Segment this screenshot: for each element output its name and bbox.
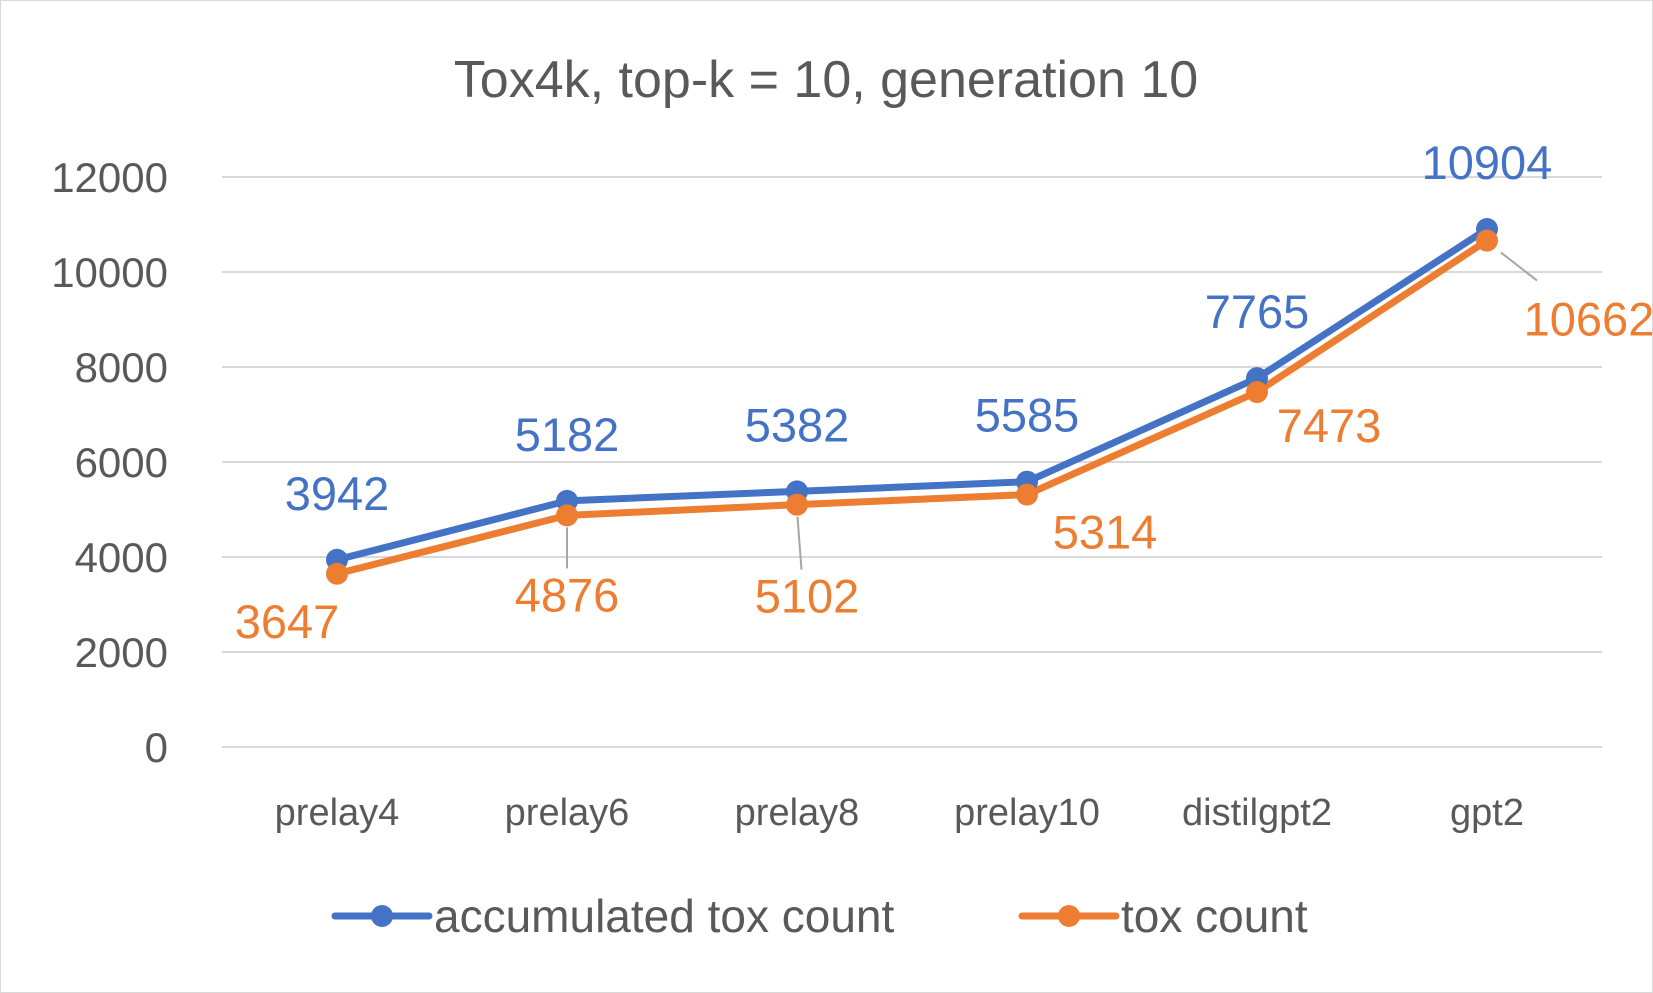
label-leader-lines — [566, 251, 1538, 570]
data-label: 5314 — [1053, 506, 1158, 559]
data-point — [1016, 483, 1038, 506]
data-point — [326, 562, 348, 585]
legend: accumulated tox count tox count — [331, 890, 1308, 942]
data-label: 5102 — [755, 570, 860, 623]
data-point — [556, 504, 578, 527]
data-label: 3647 — [235, 595, 340, 648]
x-tick-label: distilgpt2 — [1182, 792, 1332, 834]
x-tick-label: prelay6 — [505, 792, 630, 834]
legend-label: accumulated tox count — [434, 890, 894, 942]
data-label: 4876 — [515, 568, 620, 621]
data-label: 10904 — [1422, 136, 1553, 189]
data-label: 5382 — [745, 398, 850, 451]
series-lines — [333, 225, 1491, 578]
x-tick-label: prelay10 — [954, 792, 1100, 834]
data-point — [1476, 229, 1498, 252]
y-axis: 0 2000 4000 6000 8000 10000 12000 — [51, 154, 168, 771]
legend-label: tox count — [1121, 890, 1308, 942]
leader-line — [796, 516, 803, 570]
data-labels: 3942 5182 5382 5585 7765 10904 3647 4876 5102 531… — [235, 136, 1653, 648]
y-tick-label: 6000 — [75, 439, 168, 486]
data-points — [326, 218, 1498, 585]
data-label: 3942 — [285, 467, 390, 520]
y-tick-label: 2000 — [75, 629, 168, 676]
data-label: 7473 — [1277, 399, 1382, 452]
data-label: 5585 — [975, 389, 1080, 442]
series-line-2 — [333, 237, 1491, 578]
gridlines — [222, 176, 1602, 748]
y-tick-label: 8000 — [75, 344, 168, 391]
series-line-1 — [333, 225, 1491, 564]
data-point — [1246, 381, 1268, 404]
legend-marker — [1058, 905, 1080, 927]
y-tick-label: 0 — [145, 724, 168, 771]
chart-title: Tox4k, top-k = 10, generation 10 — [454, 51, 1198, 109]
y-tick-label: 12000 — [51, 154, 168, 201]
x-tick-label: prelay4 — [275, 792, 400, 834]
legend-marker — [371, 905, 393, 927]
x-axis: prelay4 prelay6 prelay8 prelay10 distilgpt2 g… — [275, 792, 1524, 834]
y-tick-label: 10000 — [51, 249, 168, 296]
data-label: 7765 — [1205, 285, 1310, 338]
data-label: 5182 — [515, 408, 620, 461]
data-point — [786, 493, 808, 516]
x-tick-label: prelay8 — [735, 792, 860, 834]
y-tick-label: 4000 — [75, 534, 168, 581]
data-label: 10662 — [1524, 293, 1653, 346]
leader-line — [1500, 251, 1538, 282]
x-tick-label: gpt2 — [1450, 792, 1524, 834]
